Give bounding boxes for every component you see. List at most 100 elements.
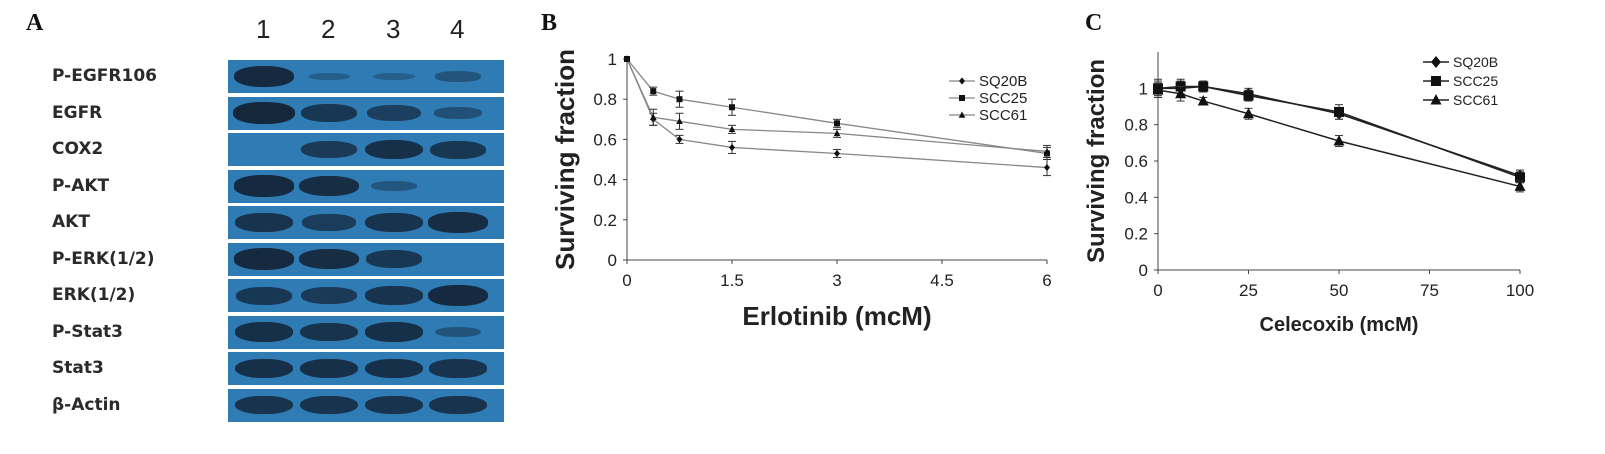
- y-axis-label: Surviving fraction: [1083, 59, 1110, 263]
- data-point: [1514, 180, 1526, 191]
- blot-band: [300, 322, 358, 342]
- blot-row-label: P-EGFR106: [52, 66, 157, 86]
- data-point: [1431, 56, 1441, 68]
- y-tick-label: 0.4: [1124, 188, 1148, 207]
- data-point: [650, 88, 657, 95]
- blot-band: [233, 102, 295, 124]
- data-point: [959, 77, 965, 85]
- blot-strip: [228, 352, 504, 385]
- lane-number: 1: [256, 14, 271, 44]
- x-tick-label: 25: [1239, 281, 1258, 300]
- data-point: [958, 111, 966, 118]
- blot-band: [233, 175, 295, 197]
- blot-band: [234, 322, 294, 342]
- blot-band: [429, 359, 487, 378]
- x-axis-label: Erlotinib (mcM): [742, 301, 931, 331]
- blot-strip: [228, 133, 504, 166]
- x-axis-label: Celecoxib (mcM): [1260, 314, 1419, 336]
- panel-letter-b: B: [541, 10, 558, 36]
- y-tick-label: 0.6: [593, 130, 617, 149]
- y-tick-label: 0.8: [593, 90, 617, 109]
- data-point: [833, 129, 841, 137]
- blot-strip: [228, 388, 504, 422]
- panel-letter-c: C: [1085, 10, 1103, 36]
- data-point: [1430, 94, 1442, 105]
- blot-band: [299, 358, 359, 379]
- x-tick-label: 100: [1506, 281, 1534, 300]
- lane-number: 3: [386, 14, 401, 44]
- blot-strip: [228, 279, 504, 312]
- y-tick-label: 0: [1139, 261, 1148, 280]
- y-tick-label: 0.2: [1124, 225, 1148, 244]
- data-point: [1515, 172, 1525, 183]
- panel-letter-a: A: [26, 10, 44, 36]
- data-point: [959, 95, 965, 101]
- blot-row-label: P-AKT: [52, 175, 110, 196]
- legend-label: SCC61: [1453, 92, 1498, 108]
- blot-band: [235, 213, 293, 232]
- data-point: [649, 113, 657, 120]
- blot-row-label: P-Stat3: [52, 321, 124, 342]
- blot-band: [365, 286, 423, 305]
- x-tick-label: 0: [1153, 281, 1162, 300]
- western-blot: 1 2 3 4 P-EGFR106 EGFR COX2 P-AKT AKT P-ERK(1/2) E…: [0, 0, 520, 454]
- data-point: [676, 96, 683, 103]
- blot-row-label: EGFR: [52, 102, 103, 123]
- data-point: [1243, 90, 1254, 101]
- x-tick-label: 1.5: [720, 271, 744, 290]
- data-point: [834, 120, 840, 127]
- blot-row-label: P-ERK(1/2): [52, 248, 155, 269]
- blot-strip: [228, 169, 504, 203]
- blot-band: [307, 72, 351, 81]
- chart-celecoxib: 0 0.2 0.4 0.6 0.8 1 0 25 50 75 100 Celecoxib (mcM) S…: [1083, 52, 1534, 336]
- lane-number: 4: [450, 14, 465, 44]
- data-point: [676, 135, 683, 143]
- blot-band: [300, 395, 358, 415]
- blot-band: [233, 65, 295, 88]
- blot-band: [301, 214, 357, 231]
- data-point: [1431, 76, 1441, 86]
- data-point: [729, 104, 735, 111]
- legend-label: SCC25: [979, 90, 1027, 107]
- blot-row-label: COX2: [52, 139, 104, 159]
- blot-band: [367, 105, 421, 121]
- x-tick-label: 50: [1330, 281, 1349, 300]
- blot-strip: [228, 315, 504, 349]
- blot-row-label: β-Actin: [52, 394, 121, 415]
- blot-band: [364, 139, 424, 160]
- data-point: [1175, 87, 1187, 99]
- blot-band: [434, 71, 482, 82]
- y-axis-label: Surviving fraction: [550, 49, 580, 270]
- blot-band: [429, 395, 487, 415]
- x-tick-label: 4.5: [930, 271, 954, 290]
- blot-strip: [228, 206, 504, 239]
- blot-band: [364, 322, 424, 342]
- blot-band: [234, 358, 294, 379]
- y-tick-label: 0.2: [593, 211, 617, 230]
- y-tick-label: 0.6: [1124, 152, 1148, 171]
- data-point: [1197, 95, 1209, 106]
- blot-strip: [228, 60, 504, 93]
- y-tick-label: 1: [608, 50, 617, 69]
- blot-band: [365, 213, 423, 232]
- blot-band: [365, 395, 423, 415]
- data-point: [1333, 135, 1345, 146]
- y-tick-label: 0.4: [593, 171, 617, 190]
- series-line: [626, 58, 1048, 153]
- blot-band: [427, 284, 489, 307]
- data-point: [676, 117, 683, 125]
- y-tick-label: 0.8: [1124, 116, 1148, 135]
- blot-band: [301, 140, 357, 159]
- blot-strip: [228, 242, 504, 276]
- series-line: [1157, 89, 1521, 188]
- data-point: [834, 149, 840, 158]
- x-tick-label: 0: [622, 271, 631, 290]
- blot-band: [235, 395, 293, 415]
- x-tick-label: 75: [1420, 281, 1439, 300]
- y-tick-label: 1: [1139, 79, 1148, 98]
- blot-band: [434, 107, 482, 119]
- blot-band: [365, 250, 423, 268]
- x-tick-label: 6: [1042, 271, 1051, 290]
- data-point: [1152, 84, 1164, 95]
- legend-label: SQ20B: [979, 73, 1027, 90]
